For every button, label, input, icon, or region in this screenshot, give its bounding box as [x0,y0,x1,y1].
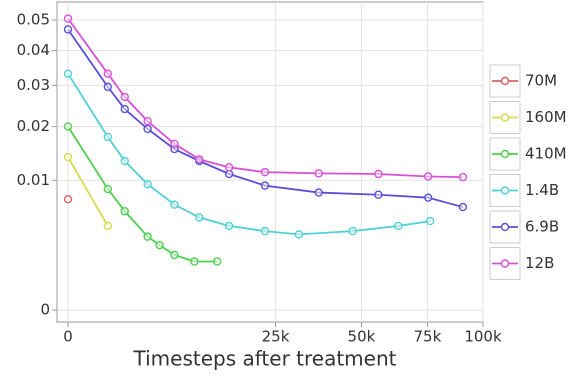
data-point [458,202,468,212]
data-point [143,124,152,134]
y-tick-label: 0.01 [17,171,50,189]
data-point [63,14,73,23]
data-point [294,230,304,239]
legend-label: 1.4B [525,181,559,199]
data-point [63,69,73,78]
legend-marker [500,149,510,159]
x-tick-label: 75k [414,328,442,346]
legend-marker [500,222,510,232]
data-point [120,207,129,216]
series-line [67,28,464,208]
data-point [143,180,152,189]
data-point [190,257,199,266]
series-line [67,156,109,227]
data-point [213,257,222,266]
y-tick-label: 0 [40,301,50,319]
data-point [314,188,323,197]
data-point [348,226,357,236]
data-point [195,155,204,164]
data-point [103,82,113,92]
y-tick-label: 0.04 [17,41,50,59]
legend-label: 6.9B [525,218,559,236]
x-tick-label: 0 [63,328,73,346]
legend-marker [500,186,510,195]
data-point [170,250,179,260]
series-line [67,18,463,179]
data-point [195,213,204,222]
data-point [260,167,270,177]
data-point [103,69,113,78]
y-tick-label: 0.05 [17,11,50,29]
data-point [170,200,179,209]
legend-label: 160M [525,108,567,126]
legend-label: 70M [525,72,557,90]
data-point [423,172,433,181]
data-point [120,92,129,102]
y-tick-label: 0.03 [17,76,50,94]
data-point [260,181,270,190]
legend-marker [500,259,510,268]
data-point [394,221,403,231]
data-point [374,190,383,199]
data-point [103,221,113,231]
legend-marker [500,113,510,122]
data-point [155,240,164,250]
data-point [103,132,113,142]
y-tick-label: 0.02 [17,117,50,135]
x-tick-label: 50k [348,328,376,346]
data-point [63,152,73,162]
data-point [120,104,129,114]
data-point [120,156,129,166]
data-point [224,163,234,172]
legend-marker [500,76,510,86]
data-point [170,139,179,149]
series-line [67,73,431,236]
data-point [260,226,270,236]
data-point [425,216,435,226]
data-point [143,116,152,126]
data-point [224,221,234,231]
data-point [63,194,73,204]
data-point [374,169,383,179]
data-point [423,193,433,202]
data-point [63,25,73,34]
legend-label: 12B [525,254,554,272]
x-tick-label: 25k [262,328,290,346]
data-point [143,232,152,241]
legend-label: 410M [525,145,567,163]
x-axis-label: Timesteps after treatment [133,347,397,371]
data-point [63,122,73,131]
x-tick-label: 100k [464,328,502,346]
data-point [458,172,468,182]
data-point [103,184,113,194]
data-point [314,169,323,178]
